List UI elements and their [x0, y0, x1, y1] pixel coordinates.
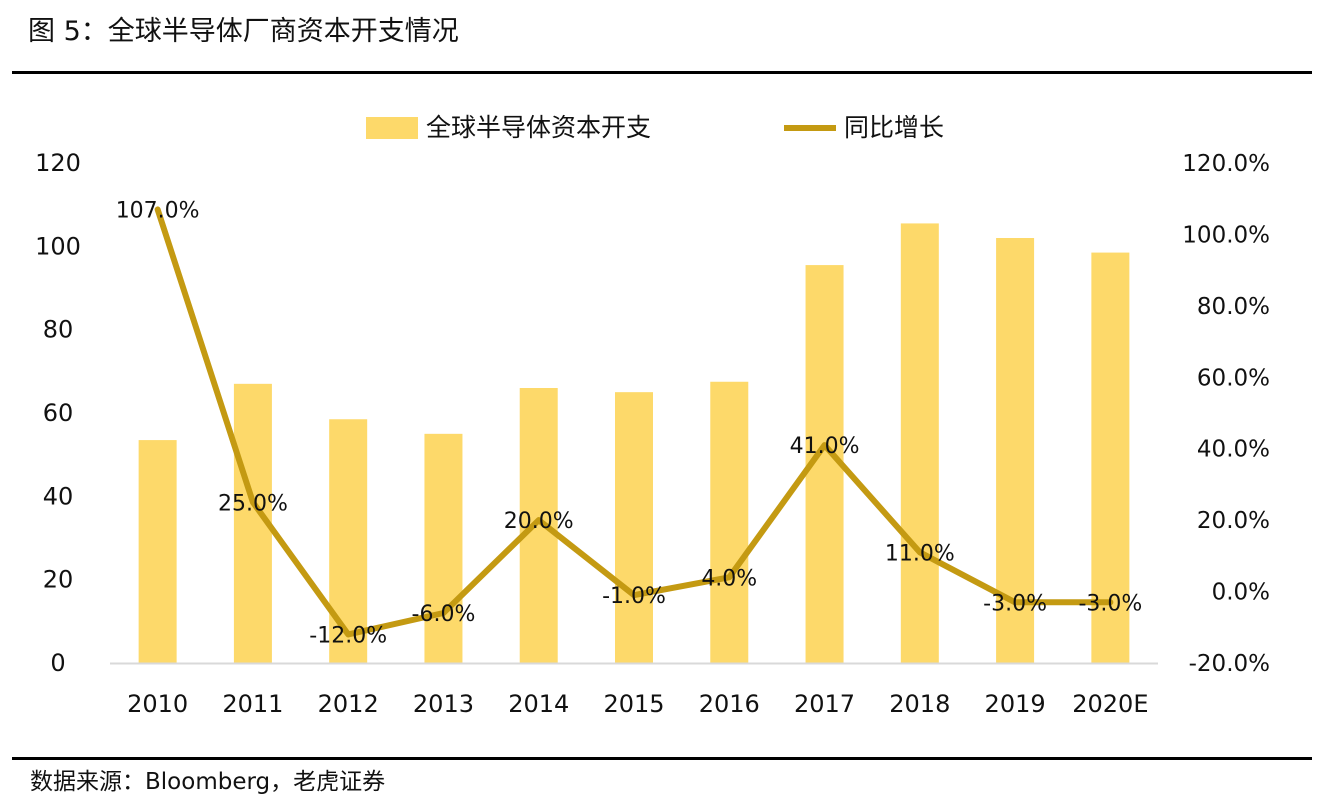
x-tick-2015: 2015 — [603, 690, 664, 718]
data-labels: 107.0% 25.0% -12.0% -6.0% 20.0% -1.0% 4.0% 41.0… — [116, 198, 1143, 648]
bar-2012 — [329, 419, 368, 663]
legend-label-line: 同比增长 — [844, 113, 944, 142]
y-left-tick: 120 — [35, 149, 81, 177]
bar-2016 — [710, 381, 749, 663]
data-label-2016: 4.0% — [701, 566, 757, 591]
data-label-2019: -3.0% — [983, 591, 1047, 616]
bar-2014 — [519, 388, 558, 663]
y-right-tick: -20.0% — [1189, 651, 1270, 677]
x-tick-2020E: 2020E — [1072, 690, 1148, 718]
x-tick-labels: 2010 2011 2012 2013 2014 2015 2016 2017 2018 2019… — [127, 690, 1148, 718]
data-label-2010: 107.0% — [116, 198, 200, 223]
bar-2020E — [1091, 252, 1130, 664]
x-tick-2014: 2014 — [508, 690, 569, 718]
y-left-tick: 20 — [43, 566, 74, 594]
x-tick-2018: 2018 — [889, 690, 950, 718]
y-right-tick: 60.0% — [1197, 365, 1270, 391]
data-label-2014: 20.0% — [504, 509, 574, 534]
bar-2019 — [996, 238, 1035, 663]
y-axis-left: 0 20 40 60 80 100 120 — [35, 149, 81, 677]
y-right-tick: 20.0% — [1197, 508, 1270, 534]
y-right-tick: 0.0% — [1212, 580, 1270, 606]
x-tick-2011: 2011 — [222, 690, 283, 718]
top-divider — [12, 71, 1312, 74]
x-tick-2017: 2017 — [794, 690, 855, 718]
y-left-tick: 0 — [50, 649, 65, 677]
y-right-tick: 120.0% — [1182, 151, 1270, 177]
bar-2013 — [424, 433, 463, 663]
y-left-tick: 60 — [43, 399, 74, 427]
bar-2010 — [138, 440, 177, 663]
data-label-2013: -6.0% — [412, 602, 476, 627]
y-axis-right: -20.0% 0.0% 20.0% 40.0% 60.0% 80.0% 100.0% 120.… — [1182, 151, 1270, 677]
source-note: 数据来源：Bloomberg，老虎证券 — [30, 769, 386, 795]
line-series — [154, 206, 1114, 638]
data-label-2017: 41.0% — [790, 434, 860, 459]
x-tick-2019: 2019 — [985, 690, 1046, 718]
page-title: 图 5：全球半导体厂商资本开支情况 — [28, 16, 459, 47]
legend-label-bar: 全球半导体资本开支 — [426, 113, 651, 142]
x-tick-2012: 2012 — [318, 690, 379, 718]
y-right-tick: 40.0% — [1197, 437, 1270, 463]
data-label-2018: 11.0% — [885, 541, 955, 566]
bar-series — [138, 223, 1130, 664]
y-left-tick: 100 — [35, 232, 81, 260]
data-label-2015: -1.0% — [602, 584, 666, 609]
bar-2018 — [900, 223, 939, 663]
bar-2015 — [615, 392, 653, 663]
y-left-tick: 80 — [43, 316, 74, 344]
y-left-tick: 40 — [43, 482, 74, 510]
growth-line — [154, 206, 1114, 638]
data-label-2020E: -3.0% — [1078, 591, 1142, 616]
data-label-2012: -12.0% — [309, 623, 387, 648]
x-tick-2010: 2010 — [127, 690, 188, 718]
x-tick-2016: 2016 — [699, 690, 760, 718]
bottom-divider — [12, 757, 1312, 760]
y-right-tick: 80.0% — [1197, 294, 1270, 320]
y-right-tick: 100.0% — [1182, 222, 1270, 248]
legend: 全球半导体资本开支 同比增长 — [366, 113, 944, 142]
data-label-2011: 25.0% — [218, 491, 288, 516]
x-tick-2013: 2013 — [413, 690, 474, 718]
legend-swatch-bar — [366, 117, 418, 139]
